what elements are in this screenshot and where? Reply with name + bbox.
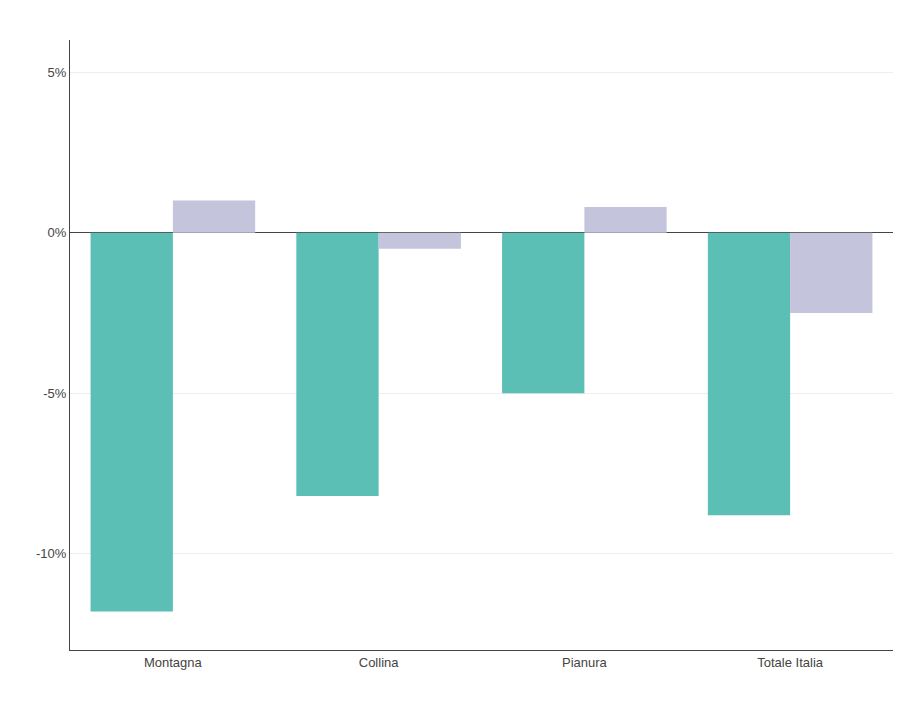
svg-text:Totale Italia: Totale Italia: [757, 655, 824, 670]
svg-text:Collina: Collina: [359, 655, 400, 670]
svg-text:5%: 5%: [48, 65, 67, 80]
svg-text:-5%: -5%: [43, 386, 67, 401]
svg-text:Pianura: Pianura: [562, 655, 608, 670]
svg-text:-10%: -10%: [36, 546, 67, 561]
svg-text:Montagna: Montagna: [144, 655, 203, 670]
svg-text:0%: 0%: [48, 225, 67, 240]
